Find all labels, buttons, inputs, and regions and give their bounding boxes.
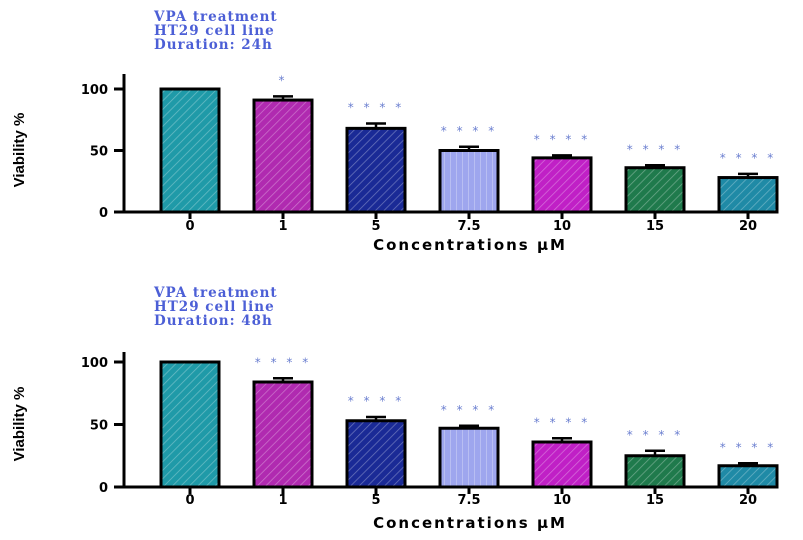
- significance-label: * * * *: [627, 142, 683, 156]
- x-tick-label: 1: [278, 219, 287, 234]
- significance-label: * * * *: [720, 440, 776, 454]
- bar-0: [159, 360, 221, 489]
- y-axis-label: Viability %: [11, 113, 28, 188]
- x-tick-label: 20: [739, 219, 757, 234]
- y-tick-label: 50: [90, 419, 108, 434]
- x-tick-label: 10: [553, 493, 571, 508]
- x-tick-label: 5: [371, 493, 380, 508]
- title-line-cell-line: HT29 cell line: [154, 299, 275, 315]
- title-line-duration: Duration: 24h: [154, 37, 273, 53]
- significance-label: *: [279, 73, 288, 87]
- chart-title: VPA treatment HT29 cell line Duration: 4…: [154, 286, 278, 328]
- bar-10: [531, 156, 593, 214]
- x-tick-label: 0: [185, 493, 194, 508]
- x-tick-label: 5: [371, 219, 380, 234]
- x-tick-label: 10: [553, 219, 571, 234]
- title-line-treatment: VPA treatment: [154, 9, 278, 25]
- x-tick-label: 7.5: [457, 493, 480, 508]
- x-tick-label: 20: [739, 493, 757, 508]
- bar-0: [159, 87, 221, 214]
- bar-20: [717, 464, 779, 489]
- bar-1: [252, 380, 314, 489]
- significance-label: * * * *: [255, 355, 311, 369]
- significance-label: * * * *: [534, 132, 590, 146]
- x-tick-label: 7.5: [457, 219, 480, 234]
- significance-label: * * * *: [441, 124, 497, 138]
- bar-5: [345, 126, 407, 214]
- bar-15: [624, 166, 686, 214]
- x-axis-label: Concentrations µM: [373, 236, 567, 254]
- bar-15: [624, 454, 686, 489]
- y-tick-label: 0: [99, 206, 108, 221]
- y-tick-label: 100: [81, 356, 108, 371]
- y-axis-label: Viability %: [11, 387, 28, 462]
- significance-label: * * * *: [534, 415, 590, 429]
- bar-10: [531, 440, 593, 489]
- significance-label: * * * *: [348, 100, 404, 114]
- chart-48h: VPA treatment HT29 cell line Duration: 4…: [0, 276, 803, 540]
- significance-label: * * * *: [720, 151, 776, 165]
- chart-24h: VPA treatment HT29 cell line Duration: 2…: [0, 0, 803, 264]
- bar-20: [717, 176, 779, 214]
- x-tick-label: 15: [646, 219, 664, 234]
- bar-5: [345, 419, 407, 489]
- title-line-cell-line: HT29 cell line: [154, 23, 275, 39]
- significance-label: * * * *: [627, 428, 683, 442]
- bar-7.5: [438, 149, 500, 214]
- significance-label: * * * *: [441, 403, 497, 417]
- x-tick-label: 0: [185, 219, 194, 234]
- y-tick-label: 50: [90, 145, 108, 160]
- x-tick-label: 1: [278, 493, 287, 508]
- chart-svg: 0 50 100 0 * 1 * * * * 5 * * * * 7.5 * * * * 10 * * …: [11, 73, 779, 254]
- bar-1: [252, 98, 314, 214]
- x-axis-label: Concentrations µM: [373, 514, 567, 532]
- x-tick-label: 15: [646, 493, 664, 508]
- bar-7.5: [438, 426, 500, 489]
- y-tick-label: 100: [81, 83, 108, 98]
- title-line-duration: Duration: 48h: [154, 313, 273, 329]
- chart-svg: 0 50 100 0 * * * * 1 * * * * 5 * * * * 7.5 * * * *…: [11, 352, 779, 532]
- significance-label: * * * *: [348, 394, 404, 408]
- y-tick-label: 0: [99, 481, 108, 496]
- chart-title: VPA treatment HT29 cell line Duration: 2…: [154, 10, 278, 52]
- title-line-treatment: VPA treatment: [154, 285, 278, 301]
